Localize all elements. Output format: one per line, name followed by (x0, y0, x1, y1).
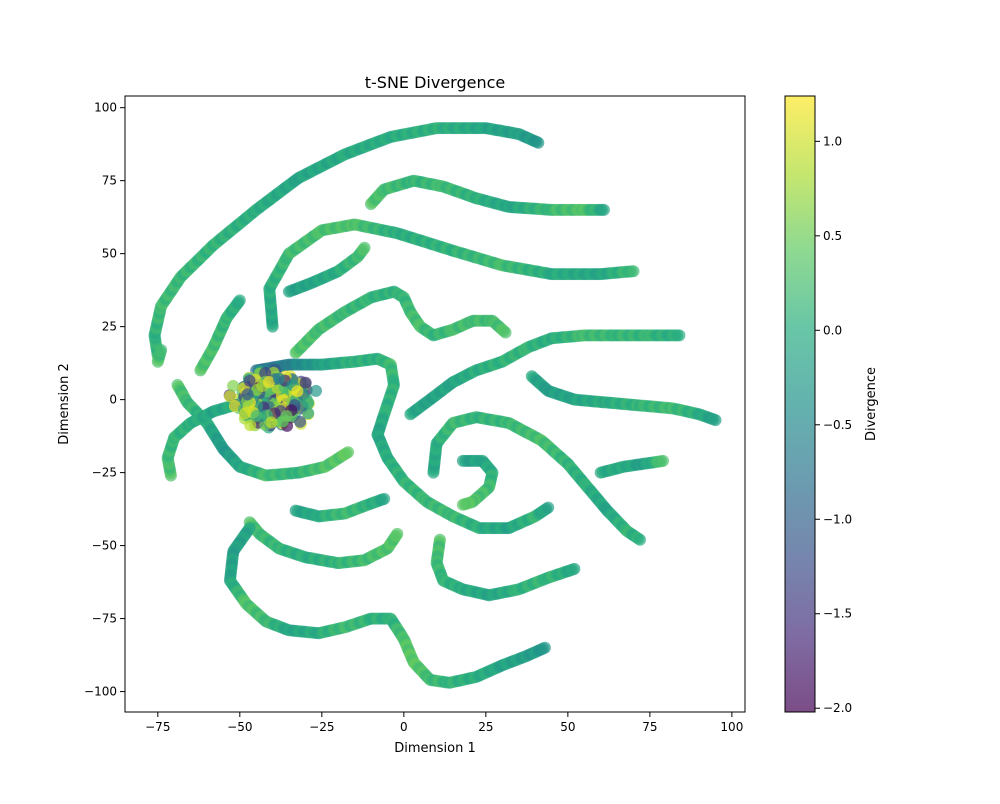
colorbar-tick-label: 0.5 (823, 229, 842, 243)
colorbar-tick-label: −0.5 (823, 418, 852, 432)
x-tick-label: 0 (400, 720, 408, 734)
y-tick-label: 50 (102, 247, 117, 261)
cluster-point (228, 400, 241, 412)
scatter-points (148, 122, 722, 689)
colorbar: 1.0 0.5 0.0 −0.5 −1.0 −1.5 −2.0 Divergence (784, 95, 879, 715)
cluster-point (310, 384, 322, 397)
data-point (499, 326, 512, 339)
data-point (597, 203, 610, 216)
cluster-point (280, 410, 293, 423)
data-point (627, 265, 640, 278)
data-point (233, 294, 246, 307)
colorbar-tick-label: −2.0 (823, 701, 852, 715)
data-point (673, 329, 686, 342)
colorbar-tick-label: −1.5 (823, 607, 852, 621)
cluster-point (294, 415, 307, 428)
data-point (532, 136, 545, 149)
cluster-point (272, 372, 285, 385)
cluster-point (263, 376, 275, 388)
data-point (456, 498, 469, 511)
colorbar-label: Divergence (864, 367, 879, 441)
cluster-point (243, 374, 256, 387)
x-tick-label: 75 (642, 720, 657, 734)
y-axis-label: Dimension 2 (57, 363, 72, 445)
colorbar-tick-label: −1.0 (823, 512, 852, 526)
y-tick-label: −25 (92, 466, 117, 480)
colorbar-ticks: 1.0 0.5 0.0 −0.5 −1.0 −1.5 −2.0 (815, 134, 852, 715)
chart-title: t-SNE Divergence (365, 73, 506, 92)
x-tick-label: 25 (478, 720, 493, 734)
cluster-point (250, 409, 263, 422)
cluster-point (224, 390, 236, 403)
x-tick-label: 100 (720, 720, 743, 734)
x-tick-label: −50 (227, 720, 252, 734)
data-point (709, 414, 722, 427)
y-tick-label: 75 (102, 174, 117, 188)
y-tick-label: 0 (109, 393, 117, 407)
data-point (342, 446, 355, 459)
cluster-point (259, 367, 272, 379)
cluster-point (227, 379, 240, 392)
y-axis-ticks: −100 −75 −50 −25 0 25 50 75 100 (84, 101, 125, 699)
cluster-point (241, 388, 254, 401)
x-tick-label: −75 (145, 720, 170, 734)
colorbar-tick-label: 1.0 (823, 134, 842, 148)
data-point (391, 527, 404, 540)
x-tick-label: −25 (309, 720, 334, 734)
cluster-point (299, 376, 312, 389)
colorbar-frame (784, 95, 816, 713)
y-tick-label: −100 (84, 685, 117, 699)
y-tick-label: −75 (92, 612, 117, 626)
y-tick-label: 25 (102, 320, 117, 334)
y-tick-label: 100 (94, 101, 117, 115)
data-point (634, 533, 646, 546)
colorbar-gradient (785, 96, 815, 712)
data-point (538, 641, 551, 654)
plot-frame (124, 95, 746, 713)
x-axis-label: Dimension 1 (394, 741, 476, 756)
cluster-point (265, 416, 278, 429)
data-point (155, 344, 168, 356)
x-tick-label: 50 (560, 720, 575, 734)
cluster-point (302, 396, 315, 409)
data-point (657, 454, 669, 467)
cluster-point (239, 407, 251, 420)
colorbar-tick-label: 0.0 (823, 323, 842, 337)
data-point (568, 562, 581, 575)
data-point (358, 241, 371, 254)
y-tick-label: −50 (92, 539, 117, 553)
data-point (542, 501, 555, 514)
x-axis-ticks: −75 −50 −25 0 25 50 75 100 (145, 712, 743, 734)
data-point (378, 492, 391, 505)
cluster-point (291, 385, 304, 398)
cluster-point (244, 419, 257, 432)
